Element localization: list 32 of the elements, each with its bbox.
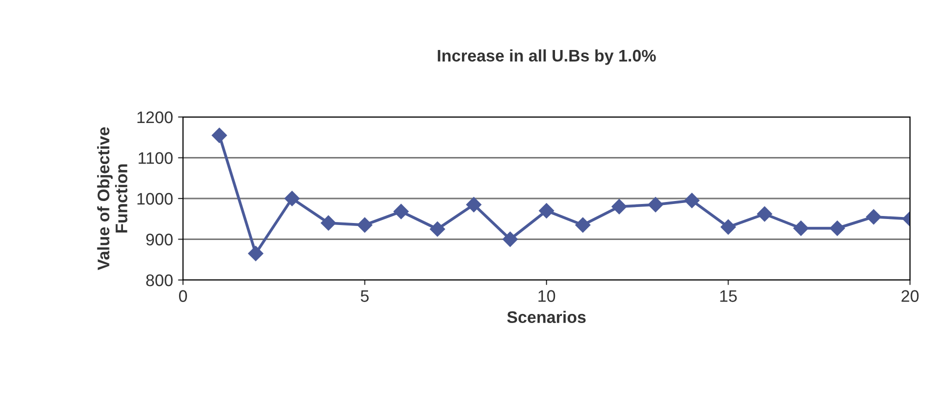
y-tick-label: 900 <box>146 234 173 246</box>
point <box>284 190 300 206</box>
y-tick-label: 1000 <box>137 192 173 205</box>
y-axis-title: Value of Objective Function <box>97 127 128 270</box>
point <box>394 204 409 220</box>
y-tick-label: 1200 <box>137 111 173 124</box>
point <box>866 209 882 224</box>
x-axis-title: Scenarios <box>507 310 586 324</box>
point <box>430 221 446 237</box>
point <box>684 192 700 208</box>
y-tick-label: 800 <box>146 274 173 286</box>
point <box>830 220 845 236</box>
point <box>648 197 664 212</box>
point <box>320 215 336 231</box>
point <box>538 203 554 218</box>
y-tick-label: 1100 <box>138 152 173 164</box>
point <box>357 217 372 233</box>
point <box>757 206 772 222</box>
x-tick-label: 15 <box>720 290 737 302</box>
x-tick-label: 20 <box>902 290 919 302</box>
point <box>612 199 627 214</box>
point <box>502 232 518 247</box>
point <box>466 197 482 212</box>
point <box>212 128 227 143</box>
point <box>720 219 736 235</box>
chart-title: Increase in all U.Bs by 1.0% <box>438 49 656 65</box>
point <box>793 220 809 236</box>
x-tick-label: 5 <box>360 290 369 302</box>
x-tick-label: 0 <box>179 290 187 302</box>
point <box>575 217 590 233</box>
x-tick-label: 10 <box>538 290 556 302</box>
point <box>248 246 264 262</box>
